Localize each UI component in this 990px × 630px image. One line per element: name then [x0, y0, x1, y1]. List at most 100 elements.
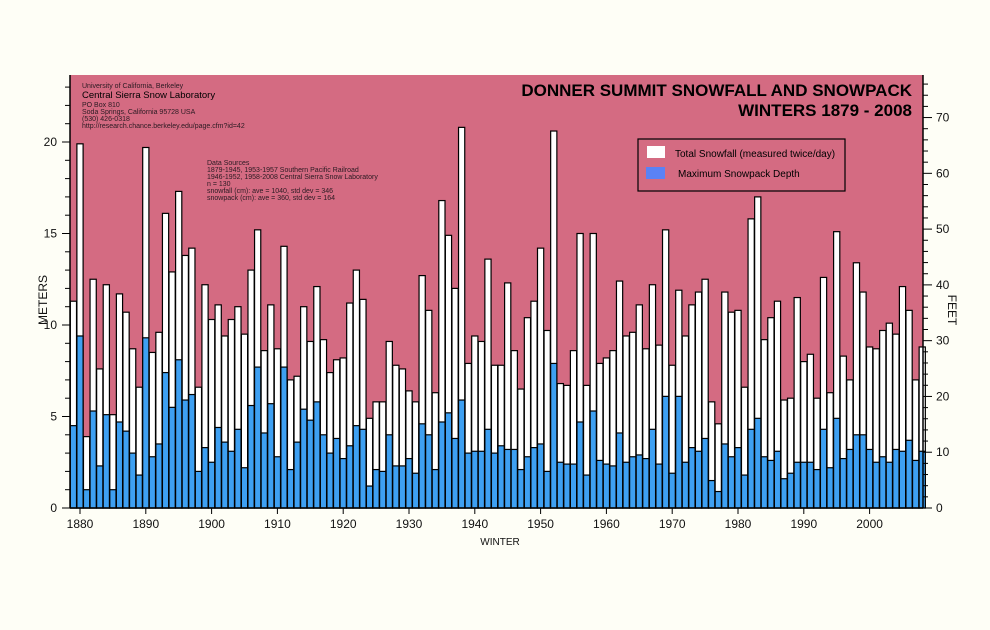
snowpack-bar — [622, 461, 630, 509]
chart-title: DONNER SUMMIT SNOWFALL AND SNOWPACK — [521, 81, 912, 100]
snowpack-bar — [69, 425, 78, 509]
snowpack-bar — [411, 472, 420, 509]
snowpack-bar — [635, 454, 644, 509]
snowpack-bar — [464, 452, 472, 509]
snowpack-bar — [365, 485, 374, 509]
snowpack-bar — [221, 441, 229, 509]
snowpack-bar — [504, 448, 512, 509]
data-sources-line: 1879-1945, 1953-1957 Southern Pacific Ra… — [207, 167, 359, 174]
address-line: PO Box 810 — [82, 102, 120, 109]
snowpack-bar — [326, 452, 334, 509]
y-right-tick-label: 30 — [936, 334, 950, 348]
snowpack-bar — [128, 452, 137, 509]
snowpack-bar — [306, 419, 315, 509]
snowpack-bar — [517, 468, 525, 509]
x-tick-label: 1940 — [461, 517, 488, 531]
y-right-tick-label: 20 — [936, 389, 950, 403]
x-tick-label: 1990 — [790, 517, 817, 531]
x-tick-label: 2000 — [856, 517, 883, 531]
snowpack-bar — [471, 450, 479, 509]
snowpack-bar — [490, 452, 499, 509]
x-tick-label: 1880 — [67, 517, 94, 531]
snowpack-bar — [721, 443, 729, 509]
snowpack-bar — [596, 459, 604, 509]
snowpack-bar — [767, 459, 775, 509]
snowpack-bar — [313, 401, 321, 509]
snowpack-bar — [694, 450, 703, 509]
snowpack-bar — [247, 404, 255, 509]
phone-line: (530) 426-0318 — [82, 116, 130, 123]
snowpack-bar — [747, 428, 755, 509]
snowpack-bar — [405, 457, 413, 509]
snowpack-bar — [286, 468, 295, 509]
legend-swatch-snowfall — [647, 146, 665, 158]
snowpack-bar — [556, 461, 565, 509]
legend-label-snowfall: Total Snowfall (measured twice/day) — [675, 149, 835, 160]
snowpack-bar — [668, 472, 676, 509]
snowpack-bar — [754, 417, 762, 509]
snowpack-bar — [918, 450, 926, 509]
snowpack-bar — [569, 463, 578, 509]
snowpack-bar — [852, 434, 861, 509]
snowpack-bar — [168, 406, 176, 509]
snowpack-bar — [201, 447, 209, 509]
snowpack-bar — [188, 393, 196, 509]
x-tick-label: 1960 — [593, 517, 620, 531]
y-tick-label: 20 — [44, 135, 58, 149]
snowpack-bar — [688, 447, 696, 509]
right-axis: 0 10 20 30 40 50 60 70 — [922, 75, 950, 515]
snowpack-bar — [457, 399, 466, 509]
snowpack-bar — [576, 421, 584, 509]
snowpack-bar — [642, 457, 650, 509]
snowpack-bar — [431, 468, 440, 509]
snowpack-bar — [892, 448, 900, 509]
y-right-tick-label: 70 — [936, 111, 950, 125]
snowpack-bar — [181, 399, 189, 509]
snowpack-bar — [102, 414, 111, 509]
snowpack-bar — [418, 423, 426, 509]
data-sources-title: Data Sources — [207, 160, 250, 167]
y-right-tick-label: 10 — [936, 445, 950, 459]
snowpack-bar — [234, 428, 242, 509]
snowpack-bar — [727, 456, 736, 509]
snowpack-bar — [714, 490, 722, 509]
snowpack-bar — [175, 359, 183, 509]
snowpack-bar — [392, 465, 400, 509]
snowpack-bar — [648, 428, 657, 509]
snowpack-bar — [359, 428, 367, 509]
snowpack-bar — [451, 437, 459, 509]
snowpack-bar — [629, 456, 637, 509]
snowpack-bar — [832, 417, 841, 509]
snowpack-bar — [675, 395, 683, 509]
y-right-tick-label: 40 — [936, 278, 950, 292]
snowpack-bar — [89, 410, 97, 509]
snowpack-bar — [582, 474, 591, 509]
snowpack-bar — [142, 337, 150, 509]
y-right-tick-label: 60 — [936, 166, 950, 180]
x-tick-label: 1970 — [659, 517, 686, 531]
x-tick-label: 1950 — [527, 517, 554, 531]
snowpack-bar — [273, 456, 282, 509]
y-right-tick-label: 0 — [936, 501, 943, 515]
snowpack-bar — [780, 478, 788, 509]
snowpack-bar — [773, 450, 782, 509]
chart-subtitle: WINTERS 1879 - 2008 — [738, 101, 912, 120]
snowpack-bar — [819, 428, 828, 509]
snowpack-bar — [865, 448, 874, 509]
snowpack-bar — [536, 443, 545, 509]
x-axis-label: WINTER — [480, 537, 519, 548]
url-line: http://research.chance.berkeley.edu/page… — [82, 123, 245, 130]
left-axis: 0 5 10 15 20 — [44, 75, 71, 515]
snowpack-bar — [372, 468, 380, 509]
snowpack-bar — [806, 461, 815, 509]
snowpack-bar — [898, 450, 907, 509]
snowpack-bar — [332, 437, 341, 509]
snowpack-bar — [786, 472, 795, 509]
address-line: Soda Springs, California 95728 USA — [82, 109, 196, 116]
snowpack-bar — [701, 437, 709, 509]
snowpack-bar — [859, 434, 867, 509]
snowpack-bar — [523, 456, 532, 509]
x-tick-label: 1980 — [725, 517, 752, 531]
snowpack-bar — [444, 412, 453, 509]
snowpack-bar — [740, 474, 749, 509]
